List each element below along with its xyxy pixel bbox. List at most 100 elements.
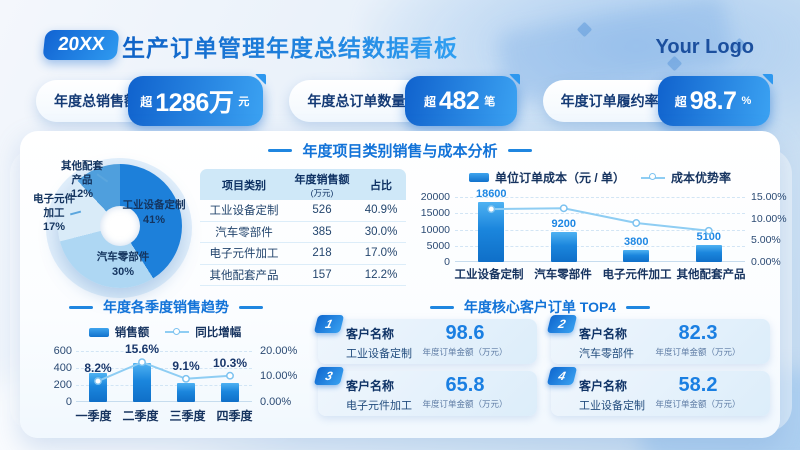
left-axis-tick: 0 [65,396,72,408]
customer-amount-block: 58.2 年度订单金额（万元） [634,374,762,410]
rank-badge: 3 [313,367,345,385]
cost-line-series [487,204,713,235]
section-title-text: 年度各季度销售趋势 [103,299,229,315]
kpi-card-total-sales: 年度总销售额 超 1286万 元 [36,74,267,126]
customer-card-2: 2 客户名称 汽车零部件 82.3 年度订单金额（万元） [546,315,770,364]
line-point-label: 8.2% [84,361,112,376]
x-label: 二季度 [122,409,159,423]
left-axis-tick: 5000 [426,240,450,252]
cell-category: 其他配套产品 [209,269,279,282]
bar-slot: 9200 [528,197,601,262]
axis-baseline [455,261,745,262]
customer-name: 电子元件加工 [346,400,412,412]
cell-share: 17.0% [364,247,398,260]
customer-info: 客户名称 工业设备定制 [346,325,412,361]
kpi-value-bubble: 超 1286万 元 [128,74,267,126]
company-logo: Your Logo [655,36,755,58]
x-label: 三季度 [169,409,206,423]
table-row: 工业设备定制 526 40.9% [200,200,406,222]
line-point-label: 9.1% [172,358,200,373]
customer-name-label: 客户名称 [346,379,395,393]
cell-category: 电子元件加工 [209,248,279,261]
gridline [76,351,252,352]
kpi-label: 年度订单履约率 [560,93,659,109]
left-axis-tick: 15000 [420,207,450,219]
kpi-unit: % [741,95,752,107]
legend-label: 成本优势率 [671,171,732,185]
cell-share: 12.2% [364,268,398,281]
col-header-share: 占比 [370,179,392,192]
customer-card-4: 4 客户名称 工业设备定制 58.2 年度订单金额（万元） [546,367,770,416]
line-point-label: 10.3% [212,355,248,370]
bar-swatch-icon [468,173,489,182]
x-label: 工业设备定制 [454,269,524,281]
bar-slot: 8.2% [76,351,120,402]
section-title-text: 年度核心客户订单 TOP4 [463,299,617,315]
line-point-label: 15.6% [124,342,160,357]
title-dash [429,305,454,309]
right-axis-tick: 5.00% [751,234,781,246]
cost-bar-4 [695,245,722,262]
col-header-sales: 年度销售额 (万元) [294,173,350,198]
kpi-prefix: 超 [140,94,153,109]
top4-customer-grid: 1 客户名称 工业设备定制 98.6 年度订单金额（万元） 2 客户名称 汽车零… [313,315,770,416]
kpi-prefix: 超 [424,94,437,109]
kpi-value-bubble: 超 482 笔 [404,74,520,126]
right-axis-tick: 20.00% [260,345,298,357]
bubble-flag-decor [508,74,520,85]
customer-card-1: 1 客户名称 工业设备定制 98.6 年度订单金额（万元） [313,315,537,364]
axis-baseline [76,401,252,402]
quarter-bar-4 [221,382,239,402]
kpi-label: 年度总订单数量 [307,93,406,109]
left-axis-tick: 20000 [420,191,450,203]
kpi-value: 98.7 [689,86,737,115]
col-header-category: 项目类别 [222,179,266,192]
gridline [455,197,745,198]
table-header-row: 项目类别 年度销售额 (万元) 占比 [200,169,406,200]
right-axis-tick: 15.00% [751,191,787,203]
x-axis-labels: 一季度 二季度 三季度 四季度 [70,407,258,424]
legend-item-bar: 销售额 [88,324,149,340]
x-label: 汽车零部件 [534,269,592,281]
pie-label-pct: 12% [70,188,94,201]
bar-value-label: 3800 [624,235,649,248]
customer-amount: 58.2 [678,374,718,396]
cell-category: 汽车零部件 [215,226,273,239]
cell-sales: 526 [312,204,332,217]
pie-label-pct: 30% [111,265,135,278]
quarter-line-series [94,358,234,386]
pie-label-name: 电子元件加工 [33,193,75,219]
title-dash [268,149,293,152]
gridline [455,213,745,214]
bar-value-label: 18600 [475,187,507,200]
x-label: 一季度 [75,409,112,423]
right-axis-tick: 0.00% [751,256,781,268]
legend-label: 单位订单成本（元 / 单） [494,171,625,185]
rank-badge: 2 [546,315,578,333]
pie-label-name: 其他配套产品 [61,160,103,186]
gridline [76,385,252,386]
customer-info: 客户名称 工业设备定制 [579,377,645,413]
kpi-row: 年度总销售额 超 1286万 元 年度总订单数量 超 482 笔 年度订单履约率… [36,74,773,126]
pie-center-hole [100,206,140,246]
kpi-card-fulfillment-rate: 年度订单履约率 超 98.7 % [542,74,773,126]
quarter-bar-1 [89,373,107,402]
cell-category: 工业设备定制 [209,205,279,218]
bubble-flag-decor [255,74,267,85]
circuit-chip-decor [576,21,593,38]
pie-label-pct: 41% [142,213,166,226]
cost-chart-plot: 18600 9200 3800 5100 [455,188,745,262]
customer-amount-label: 年度订单金额（万元） [655,399,741,409]
right-axis-tick: 0.00% [260,396,292,408]
category-sales-table: 项目类别 年度销售额 (万元) 占比 工业设备定制 526 40.9% 汽车零部件… [200,169,406,286]
quarter-chart-plot: 8.2% 15.6% 9.1% 10.3% [76,342,252,402]
customer-info: 客户名称 电子元件加工 [346,377,412,413]
x-axis-labels: 工业设备定制 汽车零部件 电子元件加工 其他配套产品 [452,266,748,282]
customer-name-label: 客户名称 [579,379,628,393]
left-axis-tick: 0 [444,256,450,268]
bar-value-label: 5100 [696,231,721,244]
customer-amount: 82.3 [678,322,718,344]
customer-amount-label: 年度订单金额（万元） [655,347,741,357]
title-dash [239,305,263,309]
